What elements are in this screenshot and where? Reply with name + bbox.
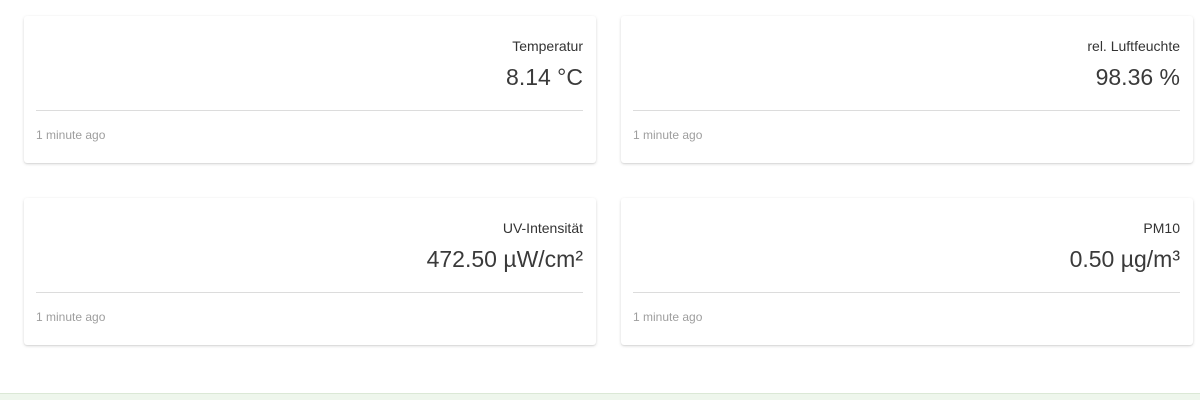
card-timestamp: 1 minute ago — [36, 310, 106, 324]
card-title: rel. Luftfeuchte — [1087, 38, 1180, 54]
bottom-strip — [0, 393, 1200, 400]
card-divider — [36, 110, 583, 111]
card-timestamp: 1 minute ago — [36, 128, 106, 142]
card-divider — [633, 110, 1180, 111]
card-title: PM10 — [1143, 220, 1180, 236]
sensor-card-humidity: rel. Luftfeuchte 98.36 % 1 minute ago — [621, 16, 1193, 163]
sensor-card-pm10: PM10 0.50 µg/m³ 1 minute ago — [621, 198, 1193, 345]
sensor-card-temperature: Temperatur 8.14 °C 1 minute ago — [24, 16, 596, 163]
card-title: Temperatur — [512, 38, 583, 54]
card-title: UV-Intensität — [502, 220, 583, 236]
card-divider — [633, 292, 1180, 293]
card-timestamp: 1 minute ago — [633, 310, 703, 324]
card-timestamp: 1 minute ago — [633, 128, 703, 142]
card-value: 472.50 µW/cm² — [426, 246, 583, 272]
sensor-card-uv-intensity: UV-Intensität 472.50 µW/cm² 1 minute ago — [24, 198, 596, 345]
card-value: 98.36 % — [1095, 64, 1180, 90]
card-value: 8.14 °C — [506, 64, 583, 90]
card-value: 0.50 µg/m³ — [1069, 246, 1180, 272]
card-divider — [36, 292, 583, 293]
